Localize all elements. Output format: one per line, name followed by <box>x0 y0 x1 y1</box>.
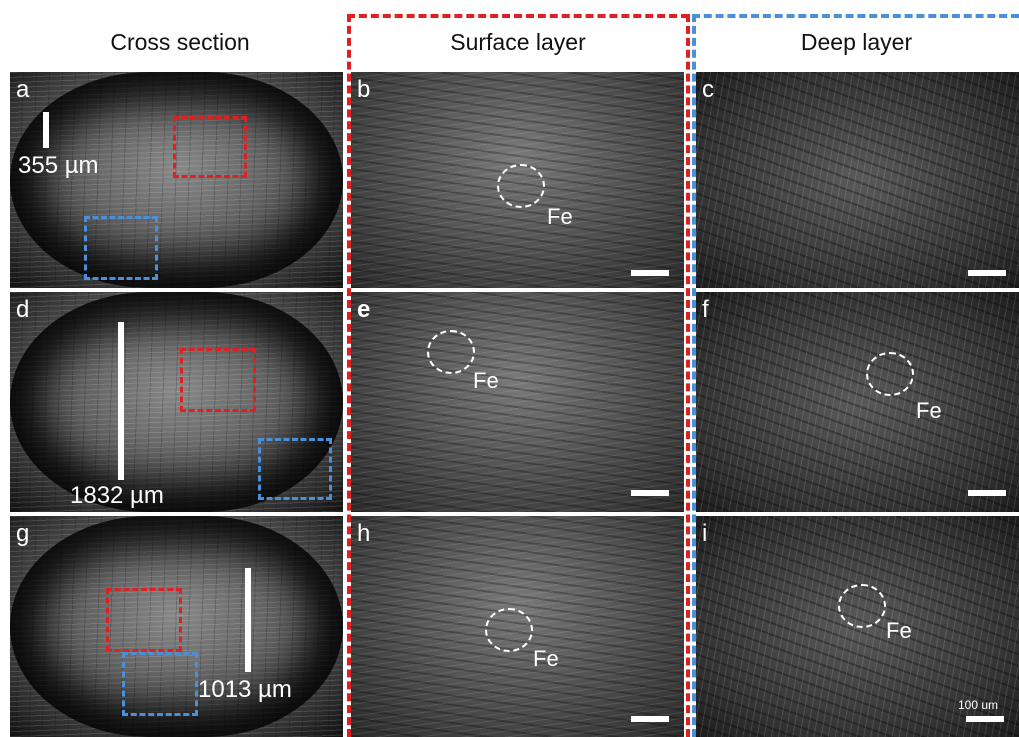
scale-bar <box>118 322 124 480</box>
scale-bar <box>631 490 669 496</box>
scale-bar <box>966 716 1004 722</box>
panel-c: c <box>696 72 1019 288</box>
sem-image-e <box>351 292 684 512</box>
sem-image-a <box>10 72 343 288</box>
panel-a: a 355 µm <box>10 72 343 288</box>
panel-label: e <box>357 296 371 323</box>
deep-column-frame-top <box>692 14 1019 18</box>
panel-label: g <box>16 520 30 547</box>
fe-particle-circle <box>485 608 533 652</box>
surface-column-frame-top <box>347 14 689 18</box>
panel-b: b Fe <box>351 72 684 288</box>
surface-roi-box <box>180 348 256 412</box>
surface-roi-box <box>106 588 182 652</box>
header-deep-layer: Deep layer <box>800 28 913 55</box>
surface-column-frame-left <box>347 14 351 737</box>
fe-label: Fe <box>533 646 559 671</box>
panel-label: f <box>702 296 709 323</box>
panel-label: b <box>357 76 371 103</box>
panel-g: g 1013 µm <box>10 516 343 737</box>
panel-f: f Fe <box>696 292 1019 512</box>
scale-bar <box>631 716 669 722</box>
scale-label: 1832 µm <box>70 482 164 509</box>
deep-roi-box <box>122 652 198 716</box>
panel-label: h <box>357 520 371 547</box>
scale-label: 1013 µm <box>198 676 292 703</box>
header-surface-layer: Surface layer <box>450 28 586 55</box>
panel-d: d 1832 µm <box>10 292 343 512</box>
panel-i: i Fe 100 um <box>696 516 1019 737</box>
scale-label: 355 µm <box>18 152 99 179</box>
header-cross-section: Cross section <box>110 28 250 55</box>
panel-h: h Fe <box>351 516 684 737</box>
sem-image-d <box>10 292 343 512</box>
fe-particle-circle <box>497 164 545 208</box>
surface-roi-box <box>173 116 247 178</box>
sem-image-f <box>696 292 1019 512</box>
scale-bar <box>968 270 1006 276</box>
panel-label: c <box>702 76 714 103</box>
panel-e: e Fe <box>351 292 684 512</box>
fe-label: Fe <box>473 368 499 393</box>
fe-label: Fe <box>886 618 912 643</box>
panel-label: i <box>702 520 708 547</box>
fe-particle-circle <box>866 352 914 396</box>
sem-image-c <box>696 72 1019 288</box>
panel-label: d <box>16 296 30 323</box>
deep-column-frame-left <box>692 14 696 737</box>
scale-bar-label: 100 um <box>958 698 999 712</box>
fe-label: Fe <box>547 204 573 229</box>
vignette <box>10 72 343 288</box>
fe-particle-circle <box>427 330 475 374</box>
scale-bar <box>968 490 1006 496</box>
fe-label: Fe <box>916 398 942 423</box>
scale-bar <box>43 112 49 148</box>
deep-roi-box <box>84 216 158 280</box>
deep-roi-box <box>258 438 332 500</box>
surface-column-frame-right <box>686 14 690 737</box>
scale-bar <box>631 270 669 276</box>
fe-particle-circle <box>838 584 886 628</box>
scale-bar <box>245 568 251 672</box>
panel-label: a <box>16 76 30 103</box>
sem-image-g <box>10 516 343 737</box>
